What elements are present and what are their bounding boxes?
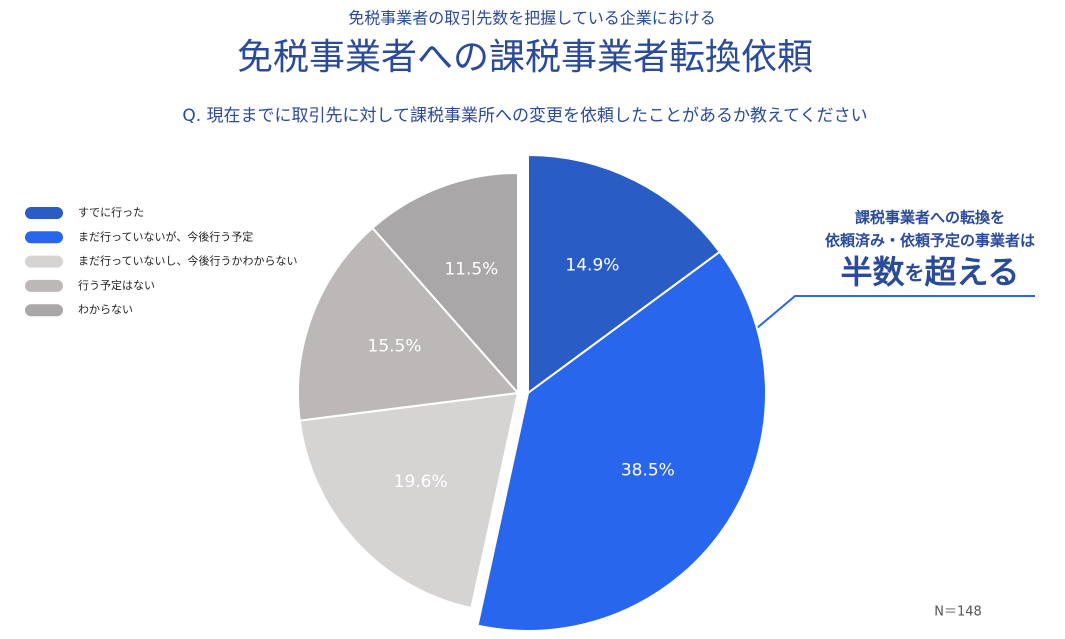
legend-swatch	[25, 207, 63, 219]
data-label: 14.9%	[565, 256, 619, 276]
highlight: 半数を超える	[840, 253, 1019, 291]
legend-swatch	[25, 255, 63, 268]
pie-slice	[527, 153, 722, 395]
chart-title: 免税事業者への課税事業者転換依頼	[237, 37, 813, 78]
data-label: 38.5%	[621, 461, 675, 481]
legend-label: わからない	[78, 303, 133, 316]
annotation: 課税事業者への転換を	[855, 209, 1005, 227]
pie-slice	[371, 171, 519, 396]
legend-label: まだ行っていないが、今後行う予定	[78, 229, 253, 243]
legend-swatch	[25, 279, 63, 292]
annotation: 依頼済み・依頼予定の事業者は	[825, 232, 1035, 250]
highlight-part: 半数	[840, 253, 905, 291]
legend-label: まだ行っていないし、今後行うかわからない	[78, 254, 297, 268]
highlight-part: を	[904, 261, 924, 285]
legend-label: すでに行った	[78, 206, 144, 219]
note: N＝148	[934, 605, 982, 620]
legend-swatch	[25, 231, 63, 244]
pie-slice	[476, 250, 767, 632]
legend-label: 行う予定はない	[78, 278, 155, 292]
annotation-line	[756, 295, 1035, 329]
legend-swatch	[25, 304, 63, 317]
question: Q. 現在までに取引先に対して課税事業所への変更を依頼したことがあるか教えてくだ…	[182, 106, 867, 126]
pie-slice	[297, 226, 520, 422]
data-label: 19.6%	[394, 472, 448, 492]
pie-slice	[298, 391, 520, 610]
data-label: 11.5%	[444, 260, 498, 280]
data-label: 15.5%	[368, 336, 422, 356]
highlight-part: 超える	[924, 253, 1019, 291]
chart-subtitle: 免税事業者の取引先数を把握している企業における	[348, 9, 716, 28]
